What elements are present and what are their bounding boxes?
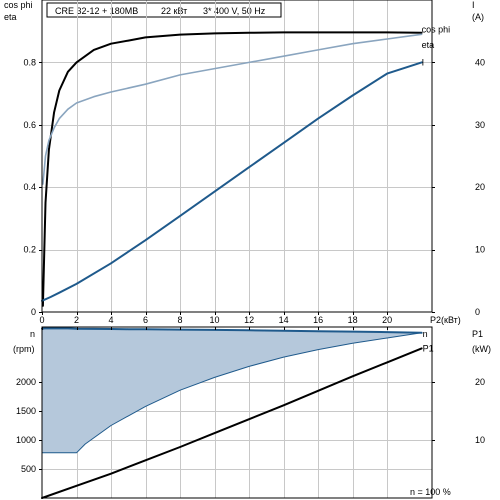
upper-right-label-1: I [472, 0, 475, 10]
series-cos-phi-line [42, 33, 423, 185]
upper-grid [42, 0, 432, 312]
upper-x-tick-label: 20 [382, 315, 392, 325]
lower-left-tick-label: 2000 [16, 377, 36, 387]
upper-left-tick-label: 0.8 [23, 57, 36, 67]
upper-left-label-2: eta [4, 12, 17, 22]
header: CRE 32-12 + 180MB 22 кВт 3* 400 V, 50 Hz [46, 2, 282, 18]
speed-annotation: n = 100 % [410, 487, 451, 497]
lower-left-label-2: (rpm) [13, 344, 35, 354]
upper-x-tick-label: 14 [279, 315, 289, 325]
header-power: 22 кВт [161, 6, 187, 16]
series-n-line [41, 327, 423, 334]
upper-axis-labels: cos phi eta I (A) P2(кВт) [4, 0, 484, 325]
upper-right-tick-label: 10 [475, 245, 485, 255]
lower-axis-labels: n (rpm) P1 (kW) n = 100 % [13, 329, 491, 497]
upper-left-label-1: cos phi [4, 0, 33, 10]
header-supply: 3* 400 V, 50 Hz [203, 6, 266, 16]
series-P1-line [41, 347, 423, 499]
upper-x-tick-label: 8 [178, 315, 183, 325]
upper-right-label-2: (A) [472, 12, 484, 22]
upper-x-tick-label: 18 [348, 315, 358, 325]
series-I-line [41, 61, 423, 302]
upper-right-tick-label: 20 [475, 182, 485, 192]
series-cos-phi-label: cos phi [422, 24, 451, 34]
upper-left-tick-label: 0 [31, 307, 36, 317]
speed-range-area [42, 328, 422, 453]
upper-x-tick-label: 12 [244, 315, 254, 325]
lower-series: n P1 [41, 327, 434, 499]
series-I-label: I [422, 57, 425, 67]
upper-x-tick-label: 10 [210, 315, 220, 325]
series-eta-line [41, 31, 423, 307]
upper-x-tick-label: 16 [313, 315, 323, 325]
x-axis-label: P2(кВт) [430, 315, 461, 325]
upper-series: eta cos phi I [41, 24, 451, 307]
lower-plot-frame [41, 326, 433, 499]
series-eta-label: eta [422, 40, 435, 50]
lower-right-tick-label: 20 [475, 377, 485, 387]
lower-right-tick-label: 10 [475, 435, 485, 445]
upper-right-tick-label: 30 [475, 120, 485, 130]
speed-min-line [41, 332, 423, 454]
upper-right-tick-label: 40 [475, 57, 485, 67]
upper-x-tick-label: 4 [109, 315, 114, 325]
upper-plot: eta cos phi I 0 2 4 6 8 10 12 14 16 18 20 0 0.2 0.4 0.6 0… [4, 0, 485, 325]
upper-plot-frame [41, 0, 433, 313]
lower-left-tick-label: 1000 [16, 435, 36, 445]
upper-right-tick-label: 0 [475, 307, 480, 317]
upper-left-tick-label: 0.6 [23, 120, 36, 130]
upper-x-tick-label: 2 [74, 315, 79, 325]
series-n-label: n [423, 329, 428, 339]
upper-x-tick-label: 0 [39, 315, 44, 325]
upper-x-tick-label: 6 [143, 315, 148, 325]
lower-left-tick-label: 1500 [16, 406, 36, 416]
header-pump: CRE 32-12 + 180MB [55, 6, 138, 16]
lower-right-label-2: (kW) [472, 344, 491, 354]
series-P1-label: P1 [423, 343, 434, 353]
lower-plot: n P1 500 1000 1500 2000 10 20 n (rpm) P1 (kW) … [13, 326, 491, 499]
upper-left-tick-label: 0.2 [23, 245, 36, 255]
lower-right-label-1: P1 [472, 329, 483, 339]
lower-left-tick-label: 500 [21, 464, 36, 474]
upper-left-tick-label: 0.4 [23, 182, 36, 192]
lower-left-label-1: n [30, 329, 35, 339]
header-box [46, 2, 282, 18]
